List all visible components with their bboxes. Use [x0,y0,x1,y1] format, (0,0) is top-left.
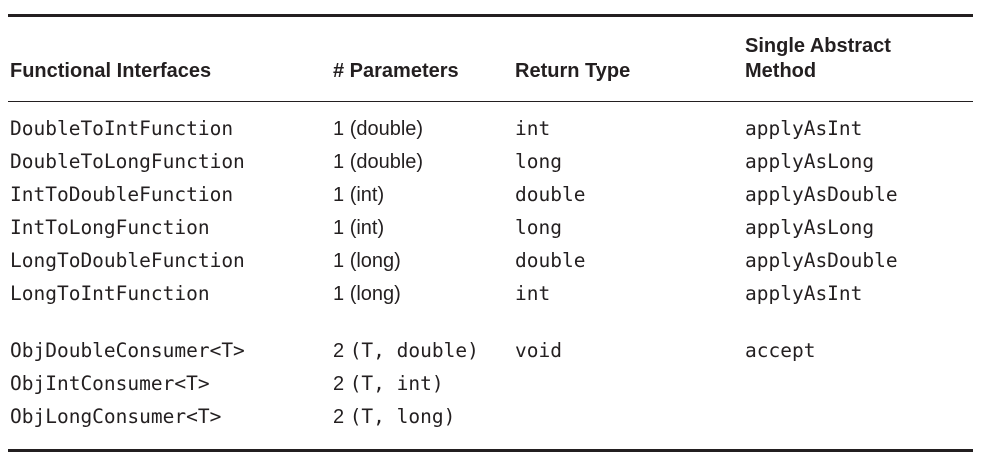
table-header-row: Functional Interfaces # Parameters Retur… [8,17,973,101]
parameter-types: (T, int) [349,372,444,395]
functional-interfaces-table: Functional Interfaces # Parameters Retur… [8,14,973,452]
return-type-cell: double [515,183,586,206]
abstract-method-cell: applyAsInt [745,117,863,140]
return-type-cell: long [515,216,562,239]
parameters-cell: 2 (T, int) [333,371,444,397]
parameter-types: (double) [349,118,424,140]
parameters-cell: 1 (double) [333,116,423,142]
abstract-method-cell: applyAsLong [745,150,875,173]
abstract-method-cell: applyAsDouble [745,249,898,272]
return-type-cell: int [515,282,551,305]
table-row: ObjIntConsumer<T> 2 (T, int) [8,367,973,400]
return-type-cell: double [515,249,586,272]
table-bottom-rule [8,449,973,452]
parameter-types: (int) [349,217,385,239]
parameter-count: 1 [333,118,345,140]
interface-name-cell: IntToDoubleFunction [10,183,234,206]
return-type-cell: long [515,150,562,173]
abstract-method-cell: applyAsInt [745,282,863,305]
abstract-method-cell: applyAsDouble [745,183,898,206]
parameters-cell: 1 (long) [333,281,401,307]
parameter-count: 1 [333,184,345,206]
parameter-count: 1 [333,217,345,239]
parameter-types: (int) [349,184,385,206]
interface-name-cell: DoubleToLongFunction [10,150,245,173]
table-top-rule [8,14,973,17]
header-single-abstract-method: Single Abstract Method [745,35,891,82]
header-parameters: # Parameters [333,60,459,82]
header-return-type: Return Type [515,60,631,82]
table-row: IntToLongFunction 1 (int) long applyAsLong [8,211,973,244]
parameter-types: (T, long) [349,405,456,428]
table-row: LongToDoubleFunction 1 (long) double applyA… [8,244,973,277]
parameter-count: 1 [333,250,345,272]
abstract-method-cell: applyAsLong [745,216,875,239]
parameter-count: 2 [333,373,345,395]
interface-name-cell: DoubleToIntFunction [10,117,234,140]
interface-name-cell: ObjDoubleConsumer<T> [10,339,245,362]
parameter-count: 2 [333,406,345,428]
parameter-count: 1 [333,283,345,305]
parameters-cell: 1 (long) [333,248,401,274]
interface-name-cell: LongToIntFunction [10,282,210,305]
table-header-rule [8,101,973,102]
parameters-cell: 1 (double) [333,149,423,175]
table-row-group: DoubleToIntFunction 1 (double) int applyAsI… [8,112,973,310]
parameter-types: (double) [349,151,424,173]
parameters-cell: 1 (int) [333,215,384,241]
parameters-cell: 2 (T, double) [333,338,479,364]
abstract-method-cell: accept [745,339,816,362]
interface-name-cell: ObjLongConsumer<T> [10,405,222,428]
interface-name-cell: LongToDoubleFunction [10,249,245,272]
header-functional-interfaces: Functional Interfaces [10,60,212,82]
parameters-cell: 2 (T, long) [333,404,455,430]
interface-name-cell: ObjIntConsumer<T> [10,372,210,395]
table-row: ObjLongConsumer<T> 2 (T, long) [8,400,973,433]
table-row: IntToDoubleFunction 1 (int) double applyAsD… [8,178,973,211]
table-row: LongToIntFunction 1 (long) int applyAsInt [8,277,973,310]
table-row: DoubleToLongFunction 1 (double) long applyA… [8,145,973,178]
interface-name-cell: IntToLongFunction [10,216,210,239]
return-type-cell: void [515,339,562,362]
parameter-count: 1 [333,151,345,173]
parameter-types: (T, double) [349,339,479,362]
table-body: DoubleToIntFunction 1 (double) int applyAsI… [8,102,973,433]
return-type-cell: int [515,117,551,140]
table-row-group: ObjDoubleConsumer<T> 2 (T, double) void acc… [8,334,973,433]
table-row: ObjDoubleConsumer<T> 2 (T, double) void acc… [8,334,973,367]
parameter-types: (long) [349,283,401,305]
parameter-count: 2 [333,340,345,362]
parameters-cell: 1 (int) [333,182,384,208]
table-row: DoubleToIntFunction 1 (double) int applyAsI… [8,112,973,145]
parameter-types: (long) [349,250,401,272]
